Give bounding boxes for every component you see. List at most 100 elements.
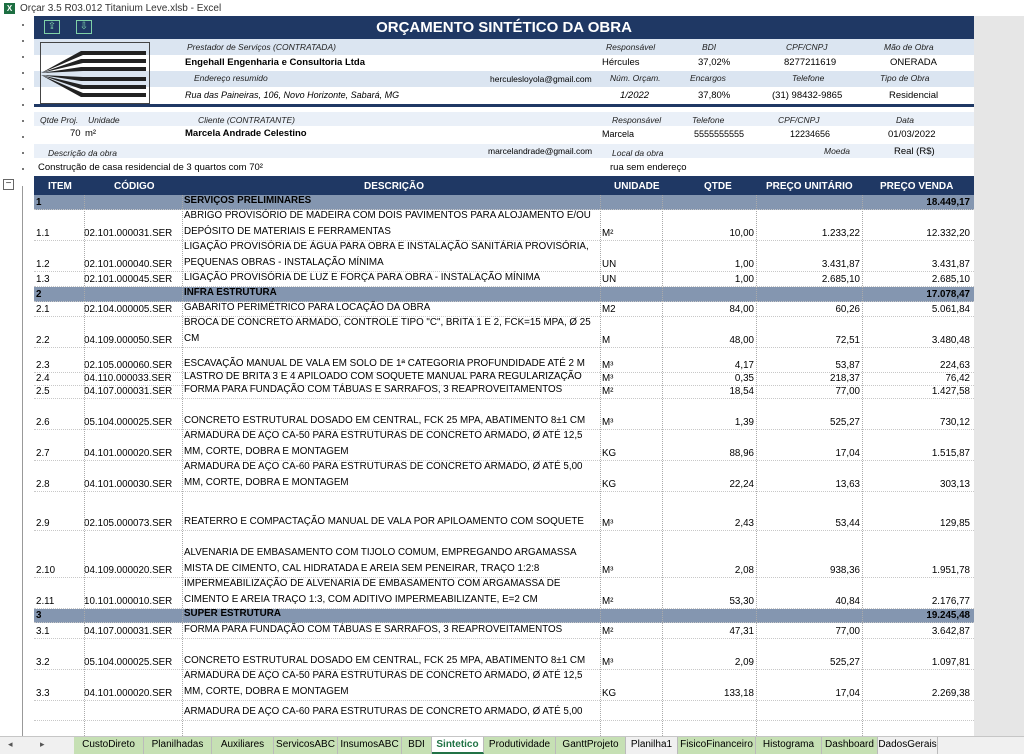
- work-type-value[interactable]: Residencial: [889, 90, 939, 101]
- row-unit[interactable]: KG: [602, 688, 617, 699]
- row-code[interactable]: 04.101.000020.SER: [84, 688, 173, 699]
- row-sale-price[interactable]: 1.951,78: [931, 565, 970, 576]
- row-qty[interactable]: 53,30: [729, 596, 754, 607]
- row-item[interactable]: 1.3: [36, 274, 50, 285]
- col-qty[interactable]: QTDE: [704, 181, 732, 192]
- row-qty[interactable]: 0,35: [734, 373, 754, 384]
- row-unit-price[interactable]: 2.685,10: [821, 274, 860, 285]
- table-row[interactable]: 2.2 04.109.000050.SER BROCA DE CONCRETO AR…: [34, 317, 974, 348]
- sheet-tab[interactable]: Sintetico: [432, 737, 484, 754]
- row-qty[interactable]: 2,08: [734, 565, 754, 576]
- row-item[interactable]: 2.8: [36, 479, 50, 490]
- contractor-email[interactable]: herculesloyola@gmail.com: [490, 74, 592, 84]
- row-sale-price[interactable]: 3.642,87: [931, 626, 970, 637]
- row-sale-price[interactable]: 5.061,84: [931, 304, 970, 315]
- row-sale-price[interactable]: 2.269,38: [931, 688, 970, 699]
- row-item[interactable]: 3.3: [36, 688, 50, 699]
- row-description[interactable]: CONCRETO ESTRUTURAL DOSADO EM CENTRAL, F…: [184, 654, 586, 666]
- row-code[interactable]: 02.101.000040.SER: [84, 259, 173, 270]
- row-qty[interactable]: 1,39: [734, 417, 754, 428]
- row-unit-price[interactable]: 218,37: [830, 373, 860, 384]
- row-unit[interactable]: M: [602, 335, 611, 346]
- sheet-tab[interactable]: GanttProjeto: [556, 737, 626, 754]
- row-item[interactable]: 3.1: [36, 626, 50, 637]
- row-qty[interactable]: 1,00: [734, 259, 754, 270]
- row-unit-price[interactable]: 13,63: [835, 479, 860, 490]
- row-code[interactable]: 02.104.000005.SER: [84, 304, 173, 315]
- row-sale-price[interactable]: 1.427,58: [931, 386, 970, 397]
- row-description[interactable]: ALVENARIA DE EMBASAMENTO COM TIJOLO COMU…: [184, 547, 576, 574]
- row-qty[interactable]: 1,00: [734, 274, 754, 285]
- currency-value[interactable]: Real (R$): [894, 146, 935, 157]
- date-value[interactable]: 01/03/2022: [888, 129, 936, 140]
- row-unit[interactable]: M³: [602, 373, 614, 384]
- row-description[interactable]: LIGAÇÃO PROVISÓRIA DE LUZ E FORÇA PARA O…: [184, 271, 541, 283]
- row-description[interactable]: GABARITO PERIMÉTRICO PARA LOCAÇÃO DA OBR…: [184, 301, 431, 313]
- client-phone[interactable]: 5555555555: [694, 129, 745, 139]
- row-unit[interactable]: KG: [602, 479, 617, 490]
- row-unit-price[interactable]: 525,27: [830, 657, 860, 668]
- contractor-address[interactable]: Rua das Paineiras, 106, Novo Horizonte, …: [185, 90, 400, 100]
- row-unit-price[interactable]: 77,00: [835, 626, 860, 637]
- row-description[interactable]: INFRA ESTRUTURA: [184, 286, 277, 298]
- sheet-tab[interactable]: ServicosABC: [274, 737, 338, 754]
- table-row[interactable]: 1.2 02.101.000040.SER LIGAÇÃO PROVISÓRIA D…: [34, 241, 974, 272]
- row-description[interactable]: SUPER ESTRUTURA: [184, 607, 281, 619]
- sheet-tab[interactable]: CustoDireto: [74, 737, 144, 754]
- table-row[interactable]: 2.3 02.105.000060.SER ESCAVAÇÃO MANUAL DE …: [34, 348, 974, 373]
- row-sale-price[interactable]: 1.097,81: [931, 657, 970, 668]
- tab-scroll-left-icon[interactable]: ◂: [8, 739, 13, 749]
- row-code[interactable]: 02.101.000031.SER: [84, 228, 173, 239]
- col-item[interactable]: ITEM: [48, 181, 72, 192]
- row-description[interactable]: ARMADURA DE AÇO CA-60 PARA ESTRUTURAS DE…: [184, 461, 583, 488]
- row-item[interactable]: 1.2: [36, 259, 50, 270]
- row-unit[interactable]: UN: [602, 274, 617, 285]
- sheet-tab[interactable]: Histograma: [756, 737, 822, 754]
- col-unit[interactable]: UNIDADE: [614, 181, 660, 192]
- row-qty[interactable]: 22,24: [729, 479, 754, 490]
- client-cpf[interactable]: 12234656: [790, 129, 831, 139]
- row-code[interactable]: 04.107.000031.SER: [84, 626, 173, 637]
- row-description[interactable]: ARMADURA DE AÇO CA-60 PARA ESTRUTURAS DE…: [184, 705, 583, 717]
- row-sale-price[interactable]: 1.515,87: [931, 448, 970, 459]
- qty-value[interactable]: 70: [70, 128, 81, 139]
- charges-value[interactable]: 37,80%: [698, 90, 731, 101]
- row-description[interactable]: LIGAÇÃO PROVISÓRIA DE ÁGUA PARA OBRA E I…: [184, 241, 589, 268]
- row-unit[interactable]: M²: [602, 626, 614, 637]
- row-unit-price[interactable]: 77,00: [835, 386, 860, 397]
- row-item[interactable]: 1.1: [36, 228, 50, 239]
- cpf-value[interactable]: 8277211619: [784, 57, 837, 68]
- row-unit[interactable]: M³: [602, 360, 614, 371]
- row-item[interactable]: 2.7: [36, 448, 50, 459]
- row-unit[interactable]: M²: [602, 228, 614, 239]
- bdi-value[interactable]: 37,02%: [698, 57, 731, 68]
- client-name[interactable]: Marcela Andrade Celestino: [185, 128, 307, 139]
- row-code[interactable]: 04.110.000033.SER: [84, 373, 172, 384]
- row-description[interactable]: REATERRO E COMPACTAÇÃO MANUAL DE VALA PO…: [184, 515, 584, 527]
- sheet-tab[interactable]: BDI: [402, 737, 432, 754]
- row-code[interactable]: 05.104.000025.SER: [84, 417, 173, 428]
- row-qty[interactable]: 47,31: [729, 626, 754, 637]
- table-row[interactable]: ARMADURA DE AÇO CA-60 PARA ESTRUTURAS DE…: [34, 701, 974, 721]
- row-unit-price[interactable]: 60,26: [835, 304, 860, 315]
- row-item[interactable]: 2.11: [36, 596, 55, 607]
- row-qty[interactable]: 4,17: [734, 360, 754, 371]
- budget-number-value[interactable]: 1/2022: [620, 90, 650, 101]
- row-unit[interactable]: KG: [602, 448, 617, 459]
- row-unit-price[interactable]: 53,87: [835, 360, 860, 371]
- row-unit[interactable]: M²: [602, 386, 614, 397]
- col-sale-price[interactable]: PREÇO VENDA: [880, 181, 954, 192]
- row-sale-price[interactable]: 19.245,48: [926, 610, 970, 621]
- row-sale-price[interactable]: 76,42: [945, 373, 970, 384]
- table-row[interactable]: 2.9 02.105.000073.SER REATERRO E COMPACTAÇ…: [34, 492, 974, 531]
- table-row[interactable]: 2.1 02.104.000005.SER GABARITO PERIMÉTRICO…: [34, 302, 974, 317]
- row-unit[interactable]: UN: [602, 259, 617, 270]
- row-unit[interactable]: M³: [602, 417, 614, 428]
- table-row[interactable]: 2.8 04.101.000030.SER ARMADURA DE AÇO CA-6…: [34, 461, 974, 492]
- row-item[interactable]: 2.9: [36, 518, 50, 529]
- row-qty[interactable]: 10,00: [729, 228, 754, 239]
- row-qty[interactable]: 133,18: [724, 688, 754, 699]
- phone-value[interactable]: (31) 98432-9865: [772, 90, 843, 101]
- row-item[interactable]: 2.10: [36, 565, 56, 576]
- labor-value[interactable]: ONERADA: [890, 57, 937, 68]
